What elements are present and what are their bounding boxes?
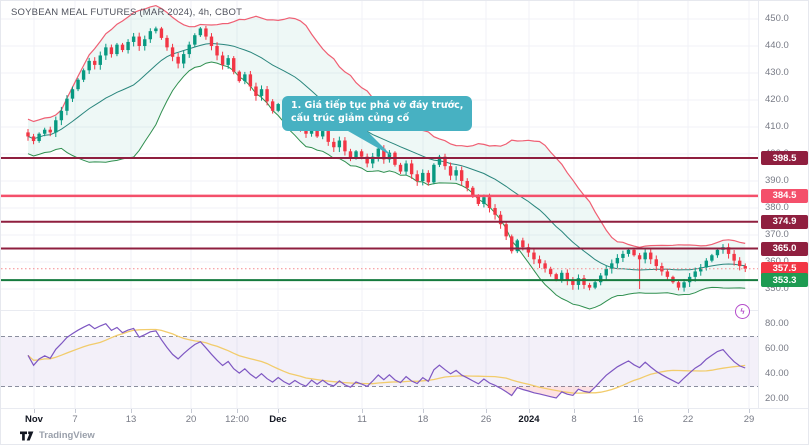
time-tick-mark: [191, 409, 192, 413]
time-tick-mark: [574, 409, 575, 413]
price-level-badge[interactable]: 374.9: [761, 214, 808, 229]
price-tick-label: 380.0: [765, 202, 789, 213]
time-tick-label: 26: [480, 414, 492, 425]
time-tick-label: 22: [682, 414, 694, 425]
time-axis[interactable]: Nov 7 13 20 12:00 Dec 11 18 26 2024 8 16 22 29: [1, 408, 808, 429]
time-tick-mark: [34, 409, 35, 413]
price-tick-label: 410.0: [765, 121, 789, 132]
time-tick-label: Dec: [269, 414, 287, 425]
price-tick-label: 430.0: [765, 67, 789, 78]
rsi-tick-label: 80.00: [765, 318, 789, 329]
price-axis[interactable]: 450.0440.0430.0420.0410.0400.0390.0380.0…: [758, 1, 808, 408]
time-tick-mark: [278, 409, 279, 413]
tradingview-watermark[interactable]: TradingView: [19, 429, 95, 442]
price-pane[interactable]: [1, 1, 758, 310]
time-tick-mark: [749, 409, 750, 413]
annotation-callout[interactable]: 1. Giá tiếp tục phá vỡ đáy trước, cấu tr…: [282, 96, 473, 131]
pane-separator[interactable]: [1, 310, 808, 311]
time-tick-label: 18: [417, 414, 429, 425]
tradingview-logo-icon: [20, 431, 34, 441]
symbol-title: SOYBEAN MEAL FUTURES (MAR 2024), 4h, CBO…: [11, 7, 243, 18]
price-tick-label: 370.0: [765, 229, 789, 240]
annotation-line-1: 1. Giá tiếp tục phá vỡ đáy trước,: [291, 100, 464, 111]
price-tick-label: 350.0: [765, 283, 789, 294]
price-tick-label: 420.0: [765, 94, 789, 105]
time-tick-mark: [638, 409, 639, 413]
annotation-line-2: cấu trúc giảm củng cố: [291, 112, 410, 124]
rsi-pane[interactable]: [1, 312, 758, 408]
time-tick-label: 29: [743, 414, 755, 425]
time-tick-label: 12:00: [225, 414, 249, 425]
lightning-sticker-icon[interactable]: ϟ: [735, 304, 750, 319]
rsi-band: [1, 336, 758, 387]
price-tick-label: 440.0: [765, 40, 789, 51]
time-tick-mark: [131, 409, 132, 413]
price-level-badge[interactable]: 384.5: [761, 188, 808, 203]
annotation-tail: [341, 127, 392, 156]
time-tick-label: 11: [357, 414, 367, 425]
brand-name: TradingView: [39, 430, 95, 441]
time-tick-label: 8: [571, 414, 577, 425]
time-tick-mark: [423, 409, 424, 413]
rsi-oversold-fill: [28, 386, 746, 398]
last-price-badge[interactable]: 357.5: [761, 261, 808, 276]
time-tick-label: 7: [72, 414, 78, 425]
time-tick-mark: [529, 409, 530, 413]
time-tick-mark: [237, 409, 238, 413]
time-tick-label: 20: [185, 414, 197, 425]
price-tick-label: 360.0: [765, 256, 789, 267]
price-tick-label: 450.0: [765, 13, 789, 24]
price-level-badge[interactable]: 365.0: [761, 241, 808, 256]
rsi-tick-label: 20.00: [765, 393, 789, 404]
rsi-tick-label: 60.00: [765, 343, 789, 354]
time-tick-mark: [486, 409, 487, 413]
time-tick-mark: [75, 409, 76, 413]
price-tick-label: 390.0: [765, 175, 789, 186]
price-level-badge[interactable]: 353.3: [761, 273, 808, 288]
horizontal-levels[interactable]: [1, 157, 758, 282]
price-level-badge[interactable]: 398.5: [761, 151, 808, 166]
time-tick-mark: [688, 409, 689, 413]
rsi-ma-line: [27, 328, 746, 394]
time-tick-mark: [362, 409, 363, 413]
candles: [26, 25, 747, 292]
time-tick-label: 16: [632, 414, 644, 425]
rsi-grid: [33, 312, 750, 408]
time-tick-label: 13: [125, 414, 137, 425]
time-tick-label: 2024: [518, 414, 540, 425]
time-tick-label: Nov: [25, 414, 43, 425]
rsi-line: [27, 322, 746, 399]
rsi-tick-label: 40.00: [765, 368, 789, 379]
